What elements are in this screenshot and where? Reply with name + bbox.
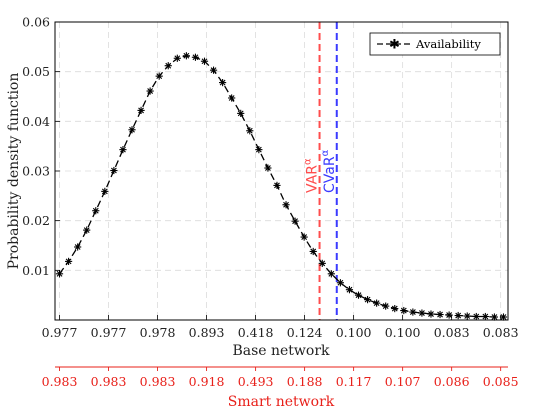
data-point — [173, 54, 181, 62]
data-point — [454, 311, 462, 320]
data-point — [164, 62, 172, 70]
x-axis-base: 0.977 0.977 0.978 0.893 0.418 0.124 0.100 0.100… — [42, 315, 519, 340]
x2-tick-label: 0.188 — [287, 374, 323, 389]
x-tick-label: 0.977 — [42, 325, 78, 340]
data-point — [110, 166, 118, 175]
risk-markers: VARα CVaRα — [303, 22, 338, 320]
x-axis-title: Base network — [232, 343, 330, 359]
x2-tick-label: 0.983 — [91, 374, 127, 389]
data-point — [291, 217, 299, 225]
y-tick-label: 0.06 — [22, 15, 50, 30]
data-point — [200, 57, 209, 65]
data-point — [409, 308, 417, 316]
x-tick-label: 0.978 — [140, 325, 176, 340]
x-tick-label: 0.977 — [91, 325, 127, 340]
x2-tick-label: 0.983 — [140, 374, 176, 389]
data-point — [400, 306, 408, 315]
x-tick-label: 0.124 — [287, 325, 323, 340]
data-point — [182, 52, 190, 60]
y-tick-label: 0.03 — [22, 164, 50, 179]
x-tick-label: 0.083 — [434, 325, 470, 340]
data-point — [318, 259, 326, 267]
data-point — [146, 87, 154, 95]
data-point — [354, 291, 363, 299]
data-point — [345, 286, 354, 294]
y-tick-label: 0.05 — [22, 64, 50, 79]
y-tick-label: 0.01 — [22, 263, 50, 278]
data-point — [382, 302, 390, 310]
data-point — [273, 181, 281, 190]
x2-tick-label: 0.086 — [434, 374, 470, 389]
x-axis-smart: 0.983 0.983 0.983 0.918 0.493 0.188 0.117 0.107… — [42, 366, 519, 389]
series-availability — [55, 52, 508, 321]
x2-axis-title: Smart network — [228, 394, 335, 410]
data-point — [427, 310, 435, 318]
data-point — [336, 279, 344, 287]
data-point — [219, 78, 227, 87]
x-tick-label: 0.100 — [336, 325, 372, 340]
data-point — [264, 164, 272, 172]
data-point — [101, 187, 109, 195]
data-point — [481, 312, 489, 321]
y-axis-title: Probability density function — [6, 73, 22, 270]
risk-marker-label: CVaRα — [320, 149, 338, 193]
data-point — [74, 243, 82, 251]
risk-marker-subscript: α — [320, 149, 331, 156]
x-tick-label: 0.100 — [385, 325, 421, 340]
data-point — [300, 233, 308, 241]
series-line-availability — [58, 55, 504, 318]
x2-tick-label: 0.107 — [385, 374, 421, 389]
risk-marker-subscript: α — [303, 158, 314, 165]
data-point — [92, 207, 100, 215]
risk-marker-name: VAR — [305, 165, 321, 193]
data-point — [119, 146, 127, 154]
x-tick-label: 0.893 — [189, 325, 225, 340]
legend-box — [369, 32, 501, 56]
data-point — [128, 126, 136, 134]
grid — [55, 21, 508, 320]
data-point — [282, 201, 290, 209]
data-point — [228, 94, 236, 102]
legend: ✱ Availability — [369, 32, 501, 56]
x2-tick-label: 0.918 — [189, 374, 225, 389]
y-tick-label: 0.04 — [22, 114, 50, 129]
risk-marker-name: CVaR — [322, 156, 338, 193]
data-point — [191, 53, 200, 61]
x2-tick-label: 0.493 — [238, 374, 274, 389]
x2-tick-label: 0.117 — [336, 374, 372, 389]
data-point — [490, 313, 499, 321]
legend-label: Availability — [415, 37, 481, 51]
x-tick-label: 0.418 — [238, 325, 274, 340]
data-point — [418, 309, 426, 317]
legend-marker: ✱ — [389, 38, 400, 53]
data-point — [209, 66, 218, 74]
data-point — [391, 304, 399, 313]
data-point — [436, 310, 444, 319]
data-point — [155, 72, 163, 80]
data-point — [55, 270, 64, 278]
data-point — [64, 257, 73, 265]
x2-tick-label: 0.983 — [42, 374, 78, 389]
y-axis: 0.01 0.02 0.03 0.04 0.05 0.06 — [22, 15, 60, 278]
data-point — [472, 312, 480, 321]
data-point — [463, 312, 471, 320]
y-tick-label: 0.02 — [22, 213, 50, 228]
x-tick-label: 0.083 — [483, 325, 519, 340]
data-point — [499, 313, 508, 321]
data-point — [309, 247, 317, 256]
risk-marker-label: VARα — [303, 158, 321, 193]
data-point — [83, 226, 91, 234]
data-point — [246, 127, 254, 135]
data-point — [137, 106, 145, 115]
x2-tick-label: 0.085 — [483, 374, 519, 389]
data-point — [327, 270, 335, 278]
data-point — [363, 296, 372, 304]
data-point — [237, 109, 245, 117]
data-point — [373, 299, 381, 307]
data-point — [255, 146, 263, 154]
